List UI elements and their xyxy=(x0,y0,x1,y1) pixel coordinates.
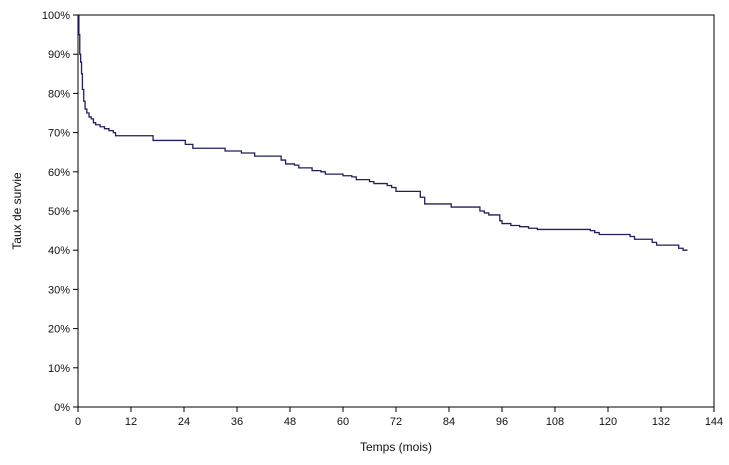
x-tick-label: 36 xyxy=(231,416,243,428)
y-tick-label: 30% xyxy=(48,284,70,296)
x-axis: 0 12 24 36 48 60 72 84 96 108 120 132 144 xyxy=(75,407,723,428)
x-axis-title: Temps (mois) xyxy=(360,440,432,454)
x-tick-label: 24 xyxy=(178,416,190,428)
y-axis-title: Taux de survie xyxy=(10,172,24,250)
x-tick-label: 96 xyxy=(496,416,508,428)
y-tick-label: 10% xyxy=(48,363,70,375)
y-tick-label: 60% xyxy=(48,167,70,179)
y-tick-label: 20% xyxy=(48,324,70,336)
x-tick-label: 60 xyxy=(337,416,349,428)
x-tick-label: 108 xyxy=(546,416,564,428)
plot-frame xyxy=(77,14,715,408)
y-axis: 0% 10% 20% 30% 40% 50% 60% 70% 80% 90% 100% xyxy=(42,10,78,414)
x-tick-label: 48 xyxy=(284,416,296,428)
y-tick-label: 70% xyxy=(48,128,70,140)
y-tick-label: 90% xyxy=(48,49,70,61)
x-tick-label: 72 xyxy=(390,416,402,428)
survival-curve xyxy=(78,14,688,251)
x-tick-label: 120 xyxy=(599,416,617,428)
y-tick-label: 50% xyxy=(48,206,70,218)
y-tick-label: 40% xyxy=(48,245,70,257)
x-tick-label: 12 xyxy=(125,416,137,428)
y-tick-label: 0% xyxy=(54,402,70,414)
x-tick-label: 0 xyxy=(75,416,81,428)
y-tick-label: 80% xyxy=(48,88,70,100)
x-tick-label: 84 xyxy=(443,416,455,428)
x-tick-label: 132 xyxy=(652,416,670,428)
x-tick-label: 144 xyxy=(705,416,723,428)
y-tick-label: 100% xyxy=(42,10,70,22)
